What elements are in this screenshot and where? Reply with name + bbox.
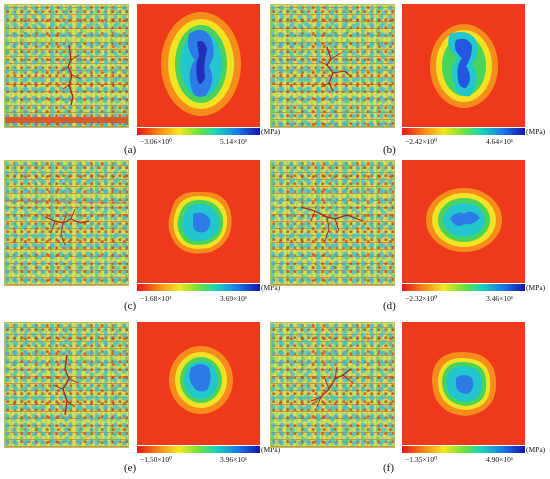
colorbar-unit-f: (MPa) [526,445,546,454]
colorbar-e [137,446,260,453]
stress-contour-e [169,346,233,414]
crack-pattern-b [318,46,352,92]
crack-map-e [4,322,129,448]
panel-label-e: (e) [124,462,137,474]
crack-pattern-e [52,354,80,416]
stress-contour-d [426,188,502,252]
colorbar-unit-b: (MPa) [526,127,546,136]
colorbar-max-a: 5.14×10¹ [220,137,248,146]
crack-pattern-f [310,366,354,408]
panel-label-f: (f) [383,462,394,474]
stress-contour-f [432,352,497,416]
colorbar-b [402,128,525,135]
colorbar-max-c: 3.69×10¹ [220,294,248,303]
panel-label-d: (d) [383,300,396,312]
colorbar-max-e: 3.96×10¹ [220,455,248,464]
colorbar-min-d: −2.32×10⁰ [405,294,438,303]
crack-map-b [270,4,395,128]
stress-map-c [137,160,260,283]
colorbar-unit-e: (MPa) [261,445,281,454]
stress-map-d [402,160,525,283]
colorbar-d [402,284,525,291]
crack-pattern-c [5,200,128,246]
panel-label-c: (c) [124,300,137,312]
panel-label-b: (b) [383,144,396,156]
stress-map-b [402,4,525,127]
colorbar-unit-c: (MPa) [261,283,281,292]
colorbar-max-d: 3.46×10¹ [486,294,514,303]
stress-map-a [137,4,260,127]
crack-map-a [4,4,129,128]
panel-label-a: (a) [124,144,137,156]
colorbar-unit-d: (MPa) [526,283,546,292]
colorbar-min-f: −1.35×10⁰ [405,455,438,464]
stress-contour-b [430,24,498,108]
crack-map-f [270,322,395,448]
colorbar-unit-a: (MPa) [261,127,281,136]
colorbar-c [137,284,260,291]
crack-map-d [270,160,395,286]
colorbar-max-f: 4.90×10¹ [486,455,514,464]
crack-pattern-a [5,44,128,123]
colorbar-min-a: −3.06×10⁰ [140,137,173,146]
stress-contour-a [161,12,241,116]
colorbar-a [137,128,260,135]
stress-map-f [402,322,525,445]
colorbar-min-e: −1.50×10⁰ [140,455,173,464]
colorbar-min-b: −2.42×10⁰ [405,137,438,146]
crack-map-c [4,160,129,286]
stress-map-e [137,322,260,445]
crack-pattern-d [300,206,364,242]
colorbar-min-c: −1.68×10¹ [140,294,172,303]
colorbar-f [402,446,525,453]
colorbar-max-b: 4.64×10¹ [486,137,514,146]
stress-contour-c [168,191,232,254]
